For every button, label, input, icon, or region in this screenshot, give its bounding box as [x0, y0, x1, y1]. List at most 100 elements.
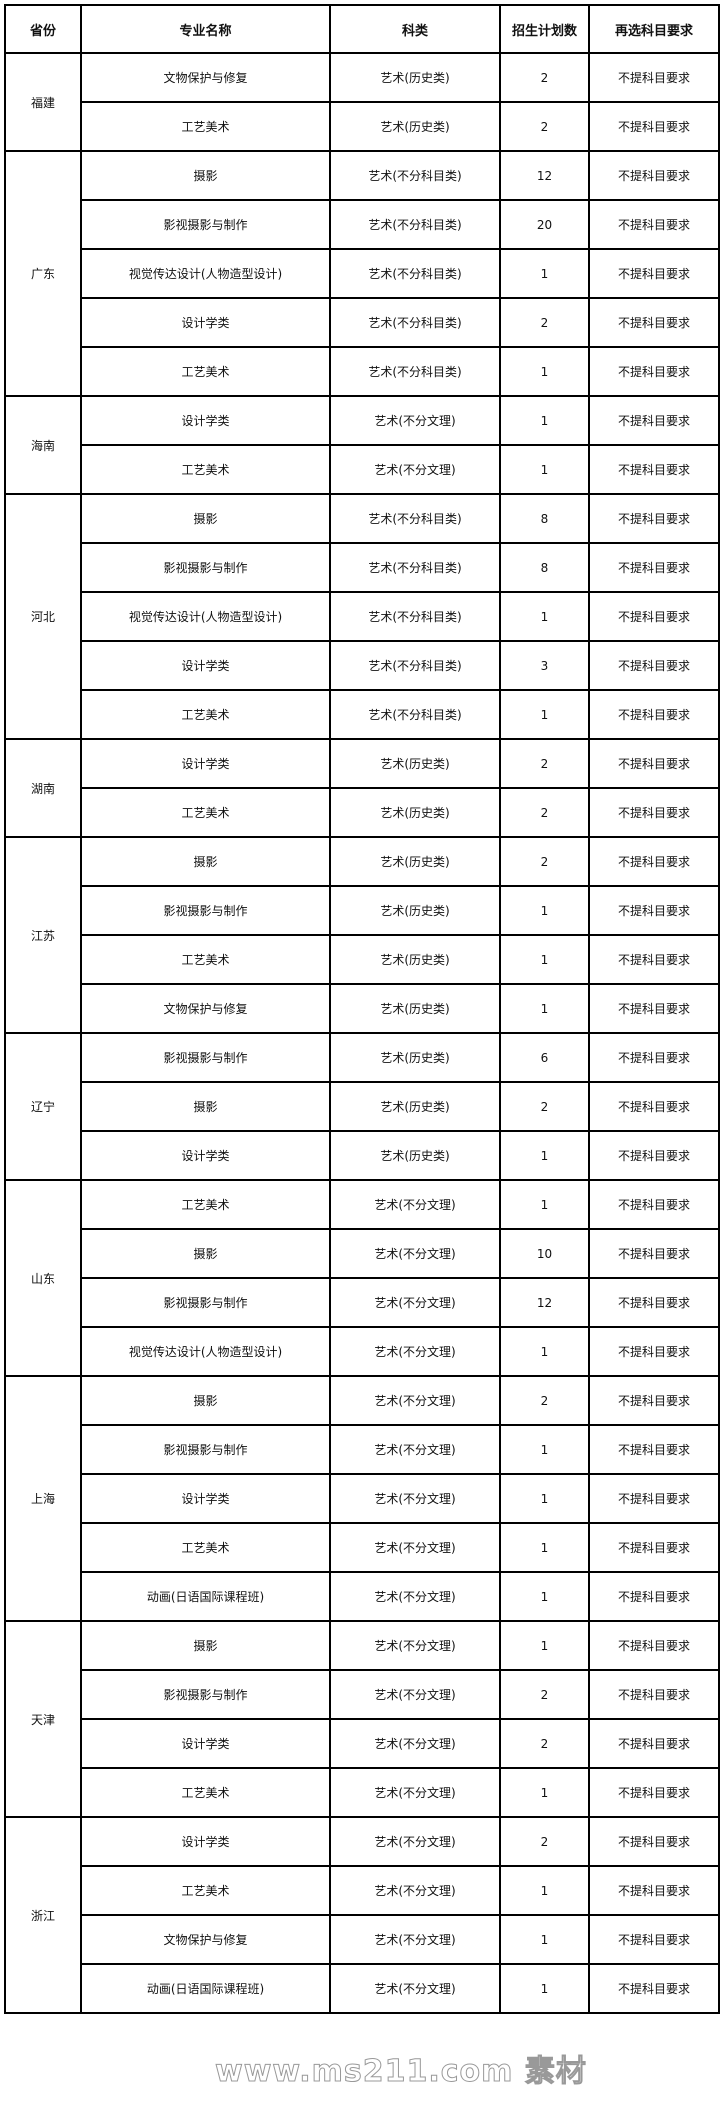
major-cell: 工艺美术 [80, 1179, 331, 1230]
quota-cell: 2 [499, 1669, 590, 1720]
quota-cell: 12 [499, 150, 590, 201]
quota-cell: 20 [499, 199, 590, 250]
table-row: 工艺美术 艺术(不分文理) 1 不提科目要求 [5, 1865, 720, 1916]
table-row: 视觉传达设计(人物造型设计) 艺术(不分科目类) 1 不提科目要求 [5, 591, 720, 642]
requirement-cell: 不提科目要求 [588, 1620, 720, 1671]
province-cell: 海南 [4, 395, 82, 495]
major-cell: 摄影 [80, 1081, 331, 1132]
major-cell: 文物保护与修复 [80, 52, 331, 103]
major-cell: 工艺美术 [80, 1865, 331, 1916]
requirement-cell: 不提科目要求 [588, 248, 720, 299]
quota-cell: 1 [499, 395, 590, 446]
major-cell: 影视摄影与制作 [80, 1424, 331, 1475]
quota-cell: 1 [499, 1522, 590, 1573]
table-row: 上海 摄影 艺术(不分文理) 2 不提科目要求 [4, 1375, 720, 1622]
quota-cell: 1 [499, 1473, 590, 1524]
requirement-cell: 不提科目要求 [588, 297, 720, 348]
quota-cell: 1 [499, 591, 590, 642]
table-row: 工艺美术 艺术(历史类) 2 不提科目要求 [5, 101, 720, 152]
table-row: 设计学类 艺术(不分文理) 2 不提科目要求 [5, 1718, 720, 1769]
quota-cell: 1 [499, 1767, 590, 1818]
province-cell: 河北 [4, 493, 82, 740]
category-cell: 艺术(不分文理) [329, 1522, 501, 1573]
table-row: 影视摄影与制作 艺术(不分文理) 1 不提科目要求 [5, 1424, 720, 1475]
table-row: 文物保护与修复 艺术(不分文理) 1 不提科目要求 [5, 1914, 720, 1965]
quota-cell: 1 [499, 346, 590, 397]
requirement-cell: 不提科目要求 [588, 640, 720, 691]
header-subject-requirement: 再选科目要求 [588, 4, 720, 54]
requirement-cell: 不提科目要求 [588, 591, 720, 642]
quota-cell: 2 [499, 787, 590, 838]
quota-cell: 2 [499, 297, 590, 348]
category-cell: 艺术(历史类) [329, 934, 501, 985]
table-row: 工艺美术 艺术(不分科目类) 1 不提科目要求 [5, 346, 720, 397]
province-cell: 上海 [4, 1375, 82, 1622]
category-cell: 艺术(不分文理) [329, 1571, 501, 1622]
requirement-cell: 不提科目要求 [588, 1571, 720, 1622]
requirement-cell: 不提科目要求 [588, 1865, 720, 1916]
category-cell: 艺术(不分科目类) [329, 591, 501, 642]
quota-cell: 8 [499, 542, 590, 593]
requirement-cell: 不提科目要求 [588, 738, 720, 789]
category-cell: 艺术(不分科目类) [329, 150, 501, 201]
quota-cell: 1 [499, 1179, 590, 1230]
requirement-cell: 不提科目要求 [588, 1963, 720, 2014]
requirement-cell: 不提科目要求 [588, 1669, 720, 1720]
requirement-cell: 不提科目要求 [588, 1816, 720, 1867]
requirement-cell: 不提科目要求 [588, 983, 720, 1034]
category-cell: 艺术(不分文理) [329, 1669, 501, 1720]
major-cell: 影视摄影与制作 [80, 1032, 331, 1083]
requirement-cell: 不提科目要求 [588, 1718, 720, 1769]
quota-cell: 1 [499, 1620, 590, 1671]
quota-cell: 2 [499, 101, 590, 152]
table-row: 工艺美术 艺术(不分文理) 1 不提科目要求 [5, 1522, 720, 1573]
requirement-cell: 不提科目要求 [588, 1473, 720, 1524]
province-cell: 天津 [4, 1620, 82, 1818]
table-row: 摄影 艺术(历史类) 2 不提科目要求 [5, 1081, 720, 1132]
requirement-cell: 不提科目要求 [588, 689, 720, 740]
requirement-cell: 不提科目要求 [588, 1522, 720, 1573]
major-cell: 设计学类 [80, 1718, 331, 1769]
category-cell: 艺术(不分科目类) [329, 297, 501, 348]
major-cell: 设计学类 [80, 1816, 331, 1867]
major-cell: 摄影 [80, 1228, 331, 1279]
quota-cell: 2 [499, 738, 590, 789]
table-row: 海南 设计学类 艺术(不分文理) 1 不提科目要求 [4, 395, 720, 495]
table-row: 影视摄影与制作 艺术(不分文理) 12 不提科目要求 [5, 1277, 720, 1328]
category-cell: 艺术(历史类) [329, 836, 501, 887]
requirement-cell: 不提科目要求 [588, 444, 720, 495]
major-cell: 摄影 [80, 493, 331, 544]
quota-cell: 2 [499, 1081, 590, 1132]
category-cell: 艺术(不分文理) [329, 1767, 501, 1818]
major-cell: 设计学类 [80, 1130, 331, 1181]
table-row: 影视摄影与制作 艺术(不分科目类) 20 不提科目要求 [5, 199, 720, 250]
requirement-cell: 不提科目要求 [588, 199, 720, 250]
requirement-cell: 不提科目要求 [588, 52, 720, 103]
quota-cell: 1 [499, 1326, 590, 1377]
category-cell: 艺术(历史类) [329, 738, 501, 789]
header-province: 省份 [4, 4, 82, 54]
quota-cell: 10 [499, 1228, 590, 1279]
quota-cell: 12 [499, 1277, 590, 1328]
requirement-cell: 不提科目要求 [588, 1081, 720, 1132]
major-cell: 动画(日语国际课程班) [80, 1571, 331, 1622]
quota-cell: 2 [499, 1816, 590, 1867]
table-row: 江苏 摄影 艺术(历史类) 2 不提科目要求 [4, 836, 720, 1034]
requirement-cell: 不提科目要求 [588, 1424, 720, 1475]
category-cell: 艺术(历史类) [329, 787, 501, 838]
major-cell: 影视摄影与制作 [80, 199, 331, 250]
major-cell: 文物保护与修复 [80, 983, 331, 1034]
major-cell: 工艺美术 [80, 1767, 331, 1818]
quota-cell: 1 [499, 1424, 590, 1475]
quota-cell: 3 [499, 640, 590, 691]
quota-cell: 1 [499, 1963, 590, 2014]
category-cell: 艺术(不分科目类) [329, 493, 501, 544]
table-row: 工艺美术 艺术(不分科目类) 1 不提科目要求 [5, 689, 720, 740]
table-row: 广东 摄影 艺术(不分科目类) 12 不提科目要求 [4, 150, 720, 397]
table-row: 影视摄影与制作 艺术(不分文理) 2 不提科目要求 [5, 1669, 720, 1720]
requirement-cell: 不提科目要求 [588, 787, 720, 838]
admissions-table: 省份 专业名称 科类 招生计划数 再选科目要求 福建 文物保护与修复 艺术(历史类)… [4, 4, 720, 2014]
quota-cell: 1 [499, 1865, 590, 1916]
table-row: 摄影 艺术(不分文理) 10 不提科目要求 [5, 1228, 720, 1279]
requirement-cell: 不提科目要求 [588, 1326, 720, 1377]
